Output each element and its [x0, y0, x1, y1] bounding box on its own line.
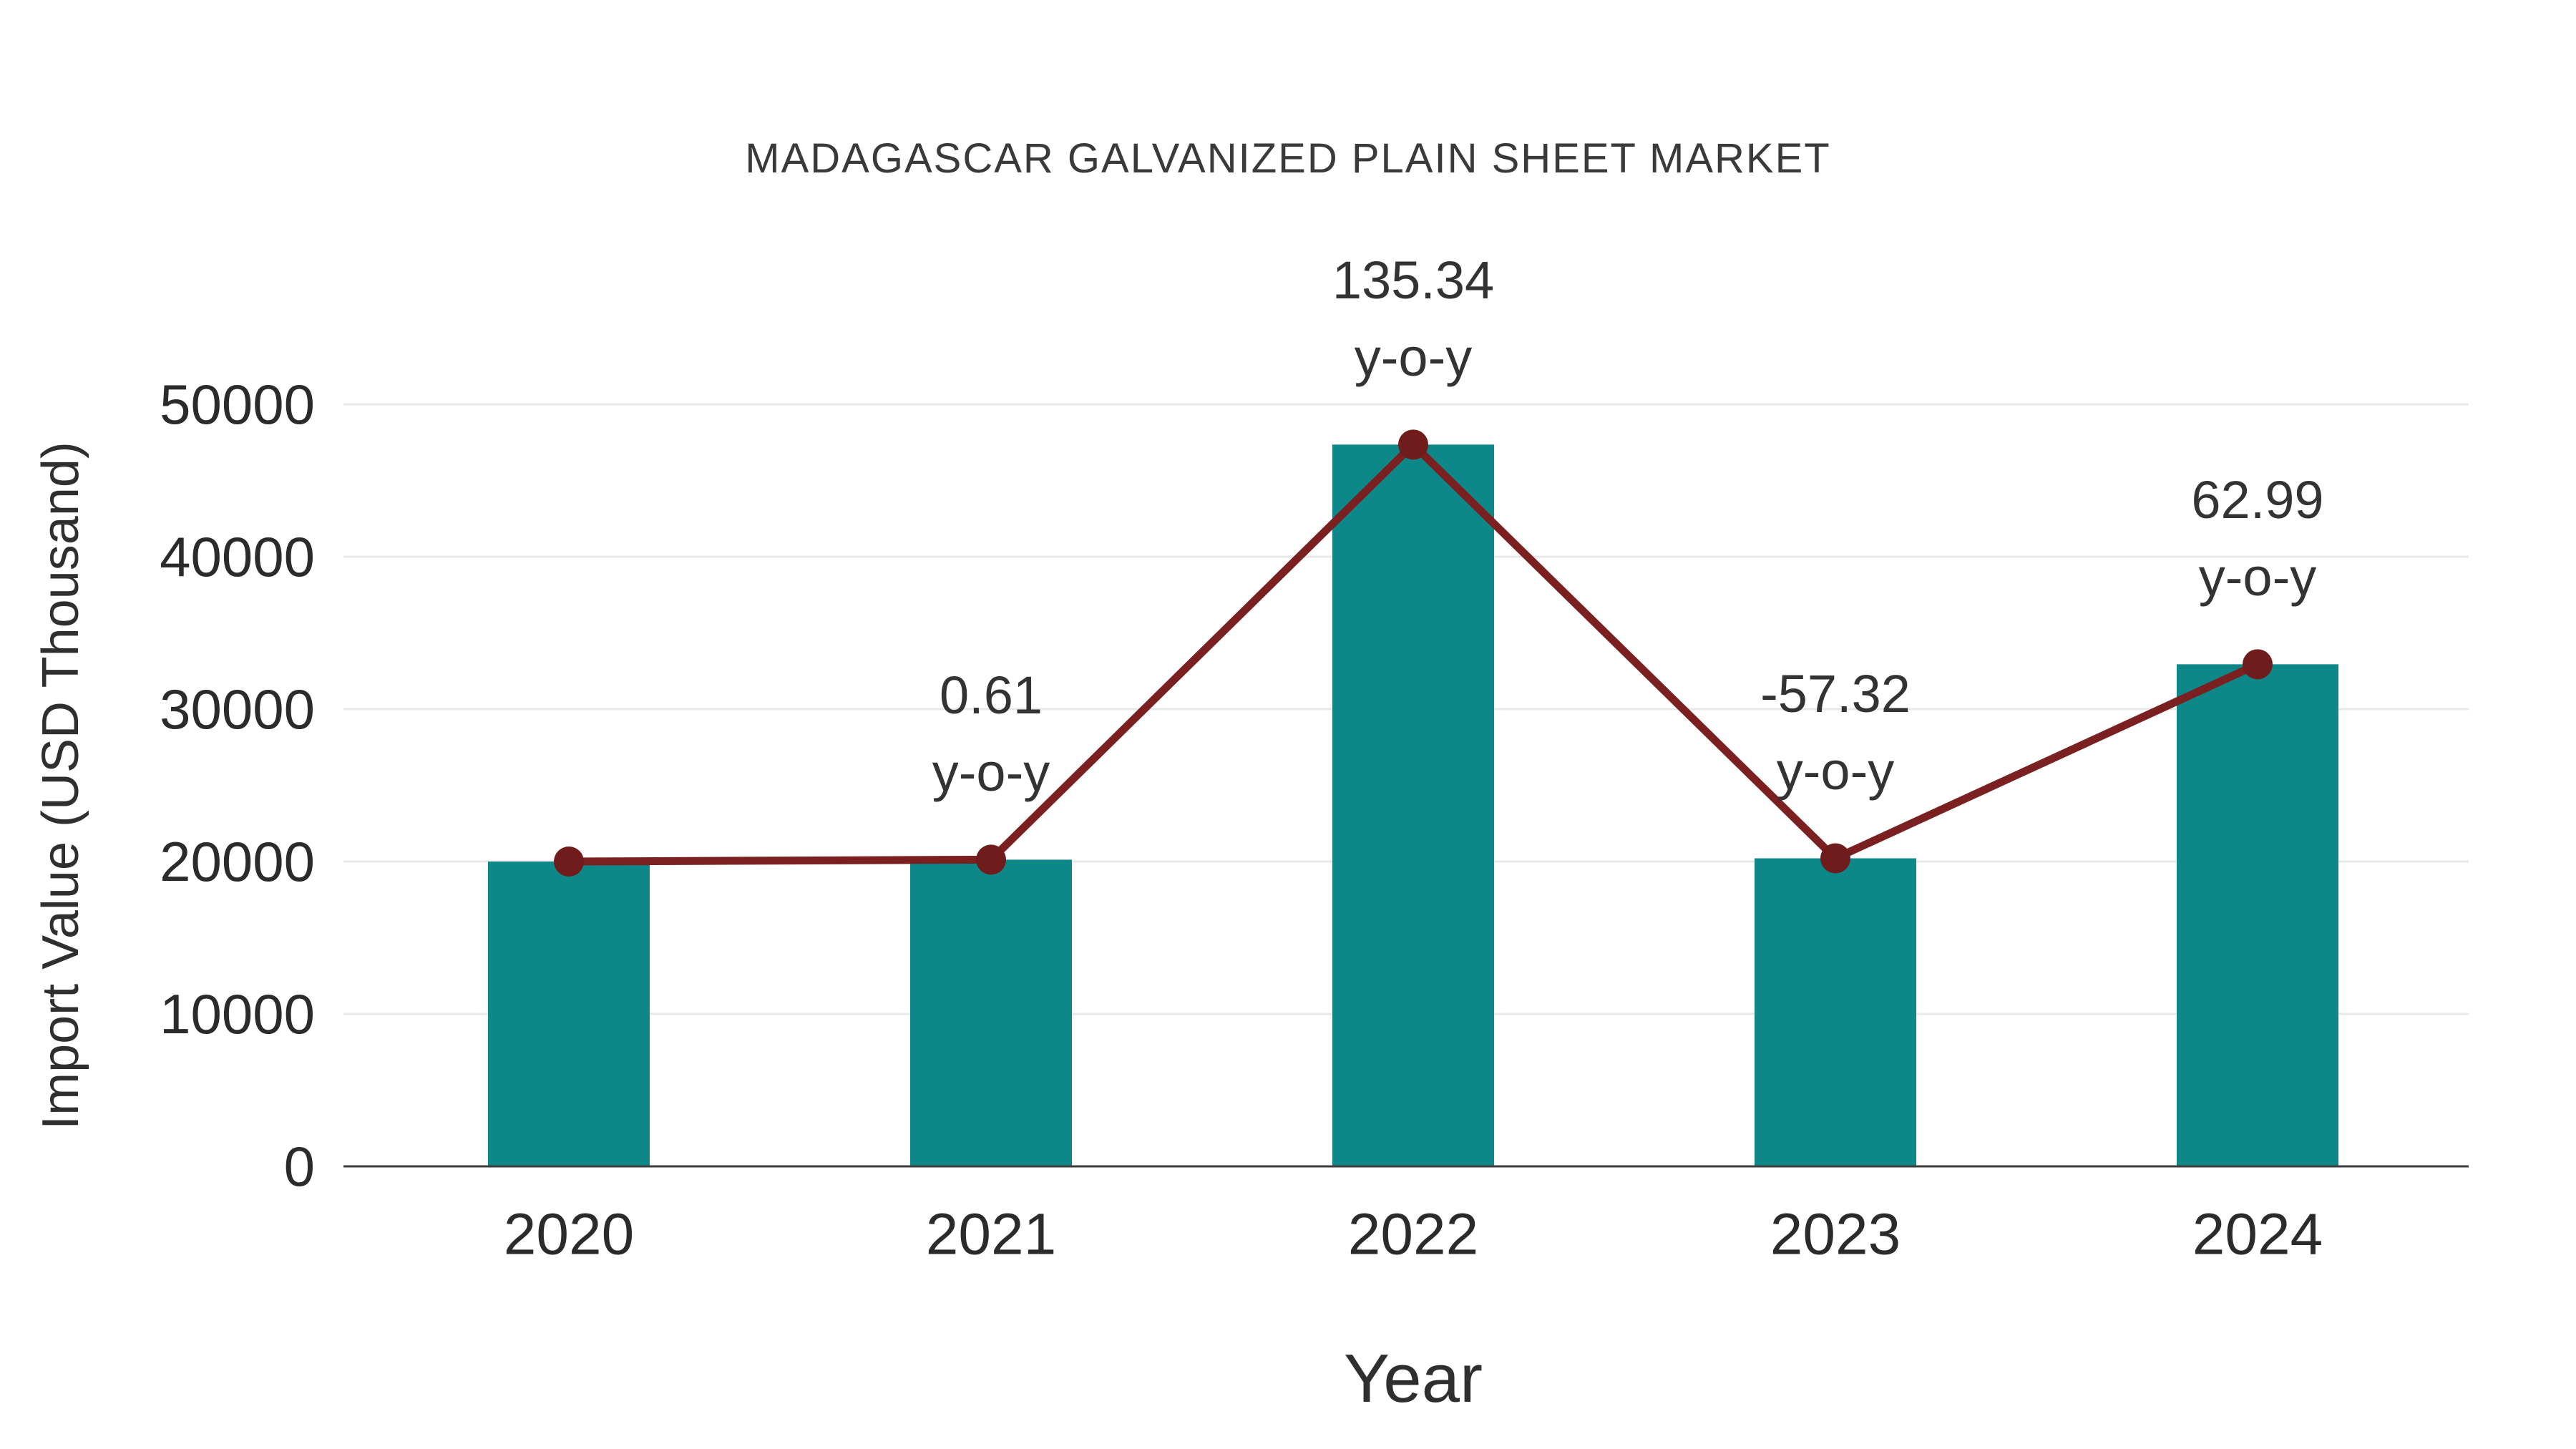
annotation-value-2022: 135.34 — [1332, 250, 1494, 310]
annotation-value-2024: 62.99 — [2191, 470, 2323, 530]
annotation-suffix-2024: y-o-y — [2199, 547, 2316, 607]
annotation-value-2021: 0.61 — [940, 665, 1043, 725]
bar-2024 — [2177, 664, 2338, 1166]
yoy-marker-2020 — [554, 847, 584, 877]
annotation-suffix-2021: y-o-y — [932, 743, 1050, 802]
annotation-value-2023: -57.32 — [1760, 664, 1911, 723]
x-axis-title: Year — [1344, 1340, 1483, 1417]
annotation-suffix-2023: y-o-y — [1777, 741, 1894, 801]
y-tick-label: 0 — [284, 1135, 315, 1198]
yoy-marker-2021 — [976, 844, 1006, 875]
x-tick-label-2022: 2022 — [1348, 1202, 1478, 1267]
y-tick-label: 30000 — [160, 678, 315, 741]
y-axis-title: Import Value (USD Thousand) — [32, 441, 89, 1130]
yoy-marker-2024 — [2243, 649, 2273, 680]
bar-2023 — [1755, 858, 1916, 1166]
bar-2021 — [910, 859, 1072, 1166]
annotation-suffix-2022: y-o-y — [1355, 328, 1472, 387]
x-tick-label-2021: 2021 — [926, 1202, 1056, 1267]
x-tick-label-2023: 2023 — [1770, 1202, 1901, 1267]
yoy-marker-2023 — [1820, 843, 1850, 874]
chart-title: MADAGASCAR GALVANIZED PLAIN SHEET MARKET — [745, 135, 1831, 182]
y-tick-label: 20000 — [160, 830, 315, 893]
y-tick-label: 10000 — [160, 982, 315, 1045]
yoy-marker-2022 — [1398, 429, 1428, 460]
x-tick-label-2024: 2024 — [2192, 1202, 2323, 1267]
bar-2022 — [1332, 444, 1494, 1166]
bar-2020 — [488, 862, 650, 1166]
y-tick-label: 40000 — [160, 525, 315, 588]
y-tick-label: 50000 — [160, 373, 315, 436]
x-tick-label-2020: 2020 — [504, 1202, 634, 1267]
